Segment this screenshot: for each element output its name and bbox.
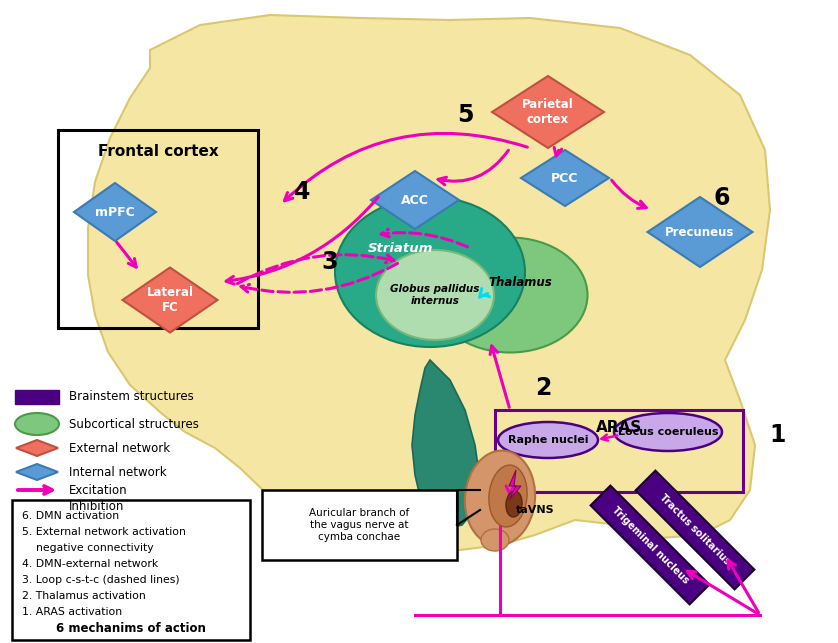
Bar xyxy=(15,390,59,404)
Text: negative connectivity: negative connectivity xyxy=(22,543,153,553)
Text: Raphe nuclei: Raphe nuclei xyxy=(508,435,588,445)
Bar xyxy=(12,500,250,640)
Text: Striatum: Striatum xyxy=(367,242,432,255)
Text: Lateral
FC: Lateral FC xyxy=(147,286,194,314)
Ellipse shape xyxy=(489,465,527,527)
Text: Trigeminal nucleus: Trigeminal nucleus xyxy=(610,505,691,585)
Text: ACC: ACC xyxy=(401,194,429,206)
Text: 5: 5 xyxy=(457,103,473,127)
Text: Internal network: Internal network xyxy=(69,466,167,478)
Text: Inhibition: Inhibition xyxy=(69,500,124,512)
Ellipse shape xyxy=(481,529,509,551)
Text: 6: 6 xyxy=(714,186,730,210)
Polygon shape xyxy=(492,76,604,148)
Ellipse shape xyxy=(498,422,598,458)
Polygon shape xyxy=(88,15,770,550)
Text: 6. DMN activation: 6. DMN activation xyxy=(22,511,119,521)
Polygon shape xyxy=(16,464,58,480)
Bar xyxy=(58,130,258,328)
Text: Tractus solitarius: Tractus solitarius xyxy=(658,493,732,567)
Text: 2. Thalamus activation: 2. Thalamus activation xyxy=(22,591,146,601)
Bar xyxy=(591,485,710,604)
Polygon shape xyxy=(16,440,58,456)
Bar xyxy=(495,410,743,492)
Ellipse shape xyxy=(376,250,494,340)
Polygon shape xyxy=(74,183,156,241)
Text: mPFC: mPFC xyxy=(96,206,135,219)
Ellipse shape xyxy=(15,413,59,435)
Ellipse shape xyxy=(335,197,525,347)
Text: Subcortical structures: Subcortical structures xyxy=(69,417,199,431)
Text: Frontal cortex: Frontal cortex xyxy=(97,145,219,159)
Text: Thalamus: Thalamus xyxy=(488,275,552,289)
Ellipse shape xyxy=(614,413,722,451)
Ellipse shape xyxy=(506,491,522,517)
Polygon shape xyxy=(648,197,753,267)
Text: Globus pallidus
internus: Globus pallidus internus xyxy=(391,284,479,306)
Polygon shape xyxy=(371,171,459,229)
Text: Precuneus: Precuneus xyxy=(665,226,735,239)
Text: 4: 4 xyxy=(294,180,310,204)
Text: Auricular branch of
the vagus nerve at
cymba conchae: Auricular branch of the vagus nerve at c… xyxy=(309,509,410,541)
Text: 4. DMN-external network: 4. DMN-external network xyxy=(22,559,158,569)
Polygon shape xyxy=(509,470,521,500)
Text: Locus coeruleus: Locus coeruleus xyxy=(618,427,718,437)
Text: Brainstem structures: Brainstem structures xyxy=(69,390,194,404)
Polygon shape xyxy=(521,150,609,206)
Text: Excitation: Excitation xyxy=(69,484,127,496)
Text: Parietal
cortex: Parietal cortex xyxy=(522,98,574,126)
Polygon shape xyxy=(122,267,218,332)
Text: External network: External network xyxy=(69,442,170,455)
Ellipse shape xyxy=(465,451,535,545)
Text: 6 mechanims of action: 6 mechanims of action xyxy=(56,622,206,635)
Bar xyxy=(262,490,457,560)
Text: 2: 2 xyxy=(535,376,551,400)
Bar xyxy=(635,471,754,590)
Text: 3. Loop c-s-t-c (dashed lines): 3. Loop c-s-t-c (dashed lines) xyxy=(22,575,179,585)
Text: 1: 1 xyxy=(770,423,786,447)
Text: 1. ARAS activation: 1. ARAS activation xyxy=(22,607,122,617)
Text: 5. External network activation: 5. External network activation xyxy=(22,527,186,537)
Text: PCC: PCC xyxy=(551,172,579,185)
Text: 3: 3 xyxy=(322,250,339,274)
Text: taVNS: taVNS xyxy=(515,505,554,515)
Ellipse shape xyxy=(432,237,587,352)
Polygon shape xyxy=(412,360,480,528)
Text: ARAS: ARAS xyxy=(596,421,642,435)
